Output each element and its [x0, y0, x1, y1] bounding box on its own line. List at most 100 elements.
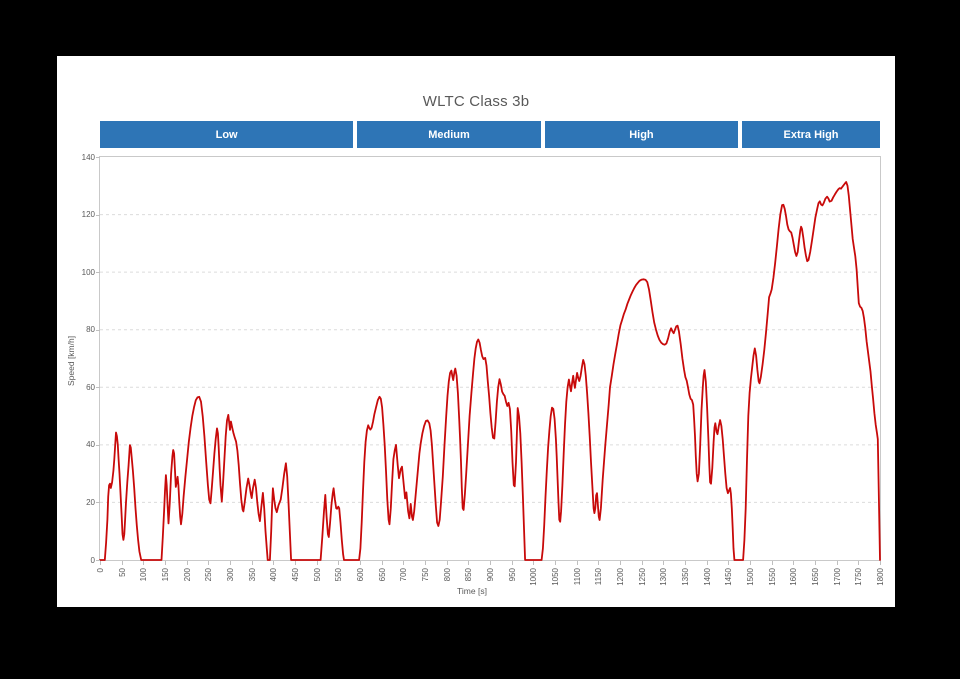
y-axis-title: Speed [km/h] [66, 335, 76, 386]
x-tick-mark [836, 561, 838, 565]
x-tick-label: 50 [117, 568, 127, 577]
chart-slide: WLTC Class 3b Low Medium High Extra High 0 2… [57, 56, 895, 607]
x-tick-mark [381, 561, 383, 565]
x-tick-mark [511, 561, 513, 565]
y-tick-label: 100 [81, 267, 95, 277]
x-tick-label: 900 [486, 568, 495, 582]
x-tick-label: 850 [464, 568, 474, 582]
plot-area [99, 157, 881, 561]
x-tick-label: 1100 [572, 568, 582, 586]
x-tick-mark [121, 561, 123, 565]
x-tick-mark [880, 561, 881, 565]
x-tick-label: 700 [399, 568, 409, 582]
x-tick-mark [685, 561, 686, 565]
x-tick-mark [425, 561, 426, 565]
x-tick-label: 1500 [746, 568, 755, 586]
x-tick-label: 1700 [832, 568, 842, 586]
x-tick-mark [338, 561, 340, 565]
x-tick-label: 800 [442, 568, 452, 582]
phase-label-low: Low [100, 121, 354, 148]
x-tick-mark [533, 561, 535, 565]
x-tick-label: 200 [182, 568, 192, 582]
x-tick-label: 1150 [594, 568, 604, 586]
x-tick-mark [706, 561, 708, 565]
y-tick-label: 120 [81, 210, 95, 220]
x-tick-mark [230, 561, 231, 565]
y-tick-label: 0 [90, 555, 95, 565]
phase-label-high: High [544, 121, 739, 148]
y-tick-mark [96, 444, 100, 446]
x-tick-label: 1550 [767, 568, 777, 586]
x-tick-mark [490, 561, 491, 565]
x-tick-label: 1600 [789, 568, 799, 586]
phase-bar-row: Low Medium High Extra High [57, 56, 895, 607]
x-tick-mark [273, 561, 275, 565]
x-tick-label: 1650 [811, 568, 820, 586]
y-tick-label: 20 [86, 497, 95, 507]
phase-label-extra-high: Extra High [742, 121, 880, 148]
phase-label-medium: Medium [357, 121, 541, 148]
x-tick-mark [295, 561, 296, 565]
x-tick-mark [316, 561, 318, 565]
x-tick-label: 250 [204, 568, 214, 582]
x-tick-label: 450 [291, 568, 300, 582]
x-tick-mark [360, 561, 361, 565]
x-tick-label: 1300 [659, 568, 669, 586]
x-tick-mark [555, 561, 556, 565]
x-tick-mark [750, 561, 751, 565]
x-tick-mark [728, 561, 730, 565]
x-tick-mark [663, 561, 665, 565]
x-tick-label: 1200 [616, 568, 625, 586]
speed-trace-chart [99, 181, 881, 561]
x-tick-mark [793, 561, 795, 565]
x-tick-mark [208, 561, 210, 565]
x-tick-label: 1050 [551, 568, 560, 586]
x-tick-mark [858, 561, 860, 565]
y-tick-mark [96, 214, 100, 216]
x-tick-label: 550 [334, 568, 344, 582]
x-tick-mark [576, 561, 578, 565]
x-tick-label: 1750 [854, 568, 864, 586]
y-tick-label: 140 [81, 152, 95, 162]
x-tick-label: 1350 [681, 568, 690, 586]
x-tick-label: 1450 [724, 568, 734, 586]
x-tick-label: 1250 [637, 568, 647, 586]
x-axis-title: Time [s] [457, 586, 487, 596]
x-tick-label: 100 [139, 568, 149, 582]
x-tick-label: 150 [161, 568, 170, 582]
x-tick-mark [468, 561, 470, 565]
x-tick-label: 1800 [876, 568, 885, 586]
y-tick-mark [96, 272, 100, 274]
x-tick-mark [165, 561, 166, 565]
y-tick-mark [96, 157, 100, 158]
x-tick-mark [598, 561, 600, 565]
x-tick-label: 300 [226, 568, 235, 582]
x-tick-mark [641, 561, 643, 565]
y-tick-mark [96, 387, 100, 389]
x-tick-label: 0 [96, 568, 105, 573]
x-tick-mark [446, 561, 448, 565]
x-tick-mark [403, 561, 405, 565]
x-tick-mark [186, 561, 188, 565]
x-tick-label: 600 [356, 568, 365, 582]
x-tick-label: 500 [312, 568, 322, 582]
y-tick-mark [96, 329, 100, 331]
y-tick-label: 60 [86, 382, 95, 392]
y-tick-label: 80 [86, 325, 95, 335]
x-tick-label: 650 [377, 568, 387, 582]
page-title: WLTC Class 3b [422, 93, 530, 110]
y-tick-label: 40 [86, 440, 95, 450]
x-tick-mark [620, 561, 621, 565]
x-tick-label: 950 [507, 568, 517, 582]
x-tick-label: 350 [247, 568, 257, 582]
y-tick-mark [96, 560, 100, 561]
y-tick-mark [96, 502, 100, 504]
x-tick-mark [100, 561, 101, 565]
x-tick-label: 400 [269, 568, 279, 582]
x-tick-mark [815, 561, 816, 565]
x-tick-mark [251, 561, 253, 565]
x-tick-mark [143, 561, 145, 565]
x-tick-label: 1000 [529, 568, 539, 586]
x-tick-label: 1400 [702, 568, 712, 586]
